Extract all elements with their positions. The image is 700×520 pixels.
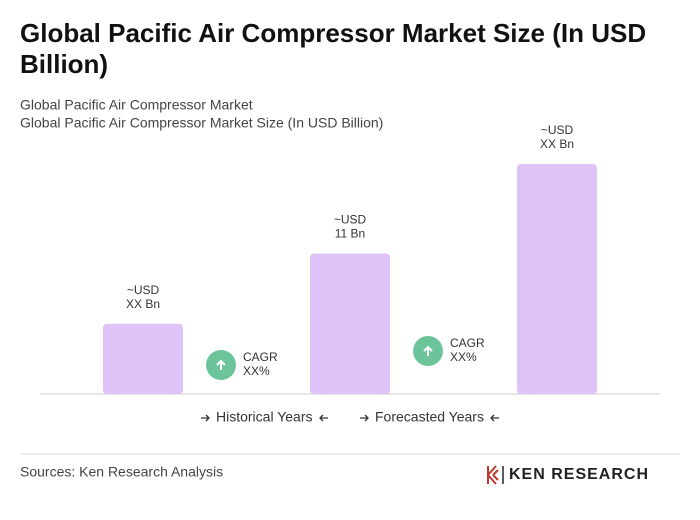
brand: KEN RESEARCH xyxy=(509,466,649,483)
cagr-label: CAGR xyxy=(243,350,278,364)
chart-title: Global Pacific Air Compressor Market Siz… xyxy=(20,18,646,48)
value-label: ~USD xyxy=(541,123,574,137)
brand-logo xyxy=(487,465,504,485)
cagr-arrow xyxy=(423,345,433,356)
bar xyxy=(517,164,597,394)
value-label: ~USD xyxy=(127,283,160,297)
cagr-label: XX% xyxy=(450,350,477,364)
cagr-label: XX% xyxy=(243,364,270,378)
legend-label: Historical Years xyxy=(216,409,313,425)
legend-label: Forecasted Years xyxy=(375,409,484,425)
cagr-label: CAGR xyxy=(450,336,485,350)
value-label: ~USD xyxy=(334,213,367,227)
value-label: XX Bn xyxy=(540,137,574,151)
bar xyxy=(310,253,390,394)
bar xyxy=(103,323,183,394)
source: Sources: Ken Research Analysis xyxy=(20,464,223,480)
legend-arrows xyxy=(201,414,499,422)
value-label: XX Bn xyxy=(126,297,160,311)
subtitle: Global Pacific Air Compressor Market Siz… xyxy=(20,115,383,131)
chart-title: Billion) xyxy=(20,49,108,79)
cagr-arrow xyxy=(216,359,226,370)
subtitle: Global Pacific Air Compressor Market xyxy=(20,97,253,113)
value-label: 11 Bn xyxy=(335,227,365,241)
